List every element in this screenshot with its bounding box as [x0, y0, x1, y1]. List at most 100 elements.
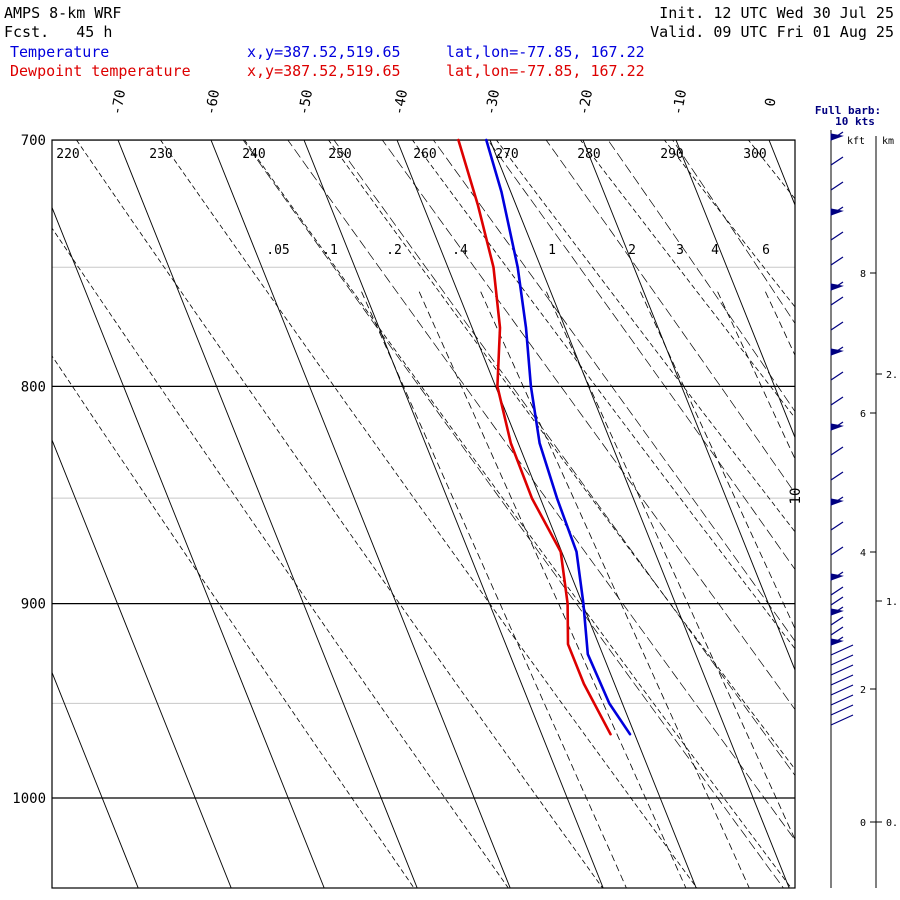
- wind-barb: [830, 674, 854, 686]
- wind-barb: [830, 256, 844, 266]
- isotherm-label: -60: [203, 88, 223, 116]
- dry-adiabat: [52, 227, 509, 888]
- legend-temperature-name: Temperature: [10, 43, 110, 61]
- wind-barb-flag: [830, 573, 844, 581]
- theta-label: 290: [660, 147, 683, 162]
- dry-adiabat: [895, 114, 900, 900]
- dry-adiabat: [328, 140, 795, 770]
- kft-tick-label: 8: [860, 269, 866, 280]
- mixing-ratio-label: 1: [548, 243, 556, 258]
- isotherm-label: -50: [296, 88, 316, 116]
- mixing-ratio-label: .4: [452, 243, 468, 258]
- dry-adiabat: [76, 140, 604, 888]
- moist-adiabat: [672, 140, 795, 325]
- mixing-ratio-line: [418, 291, 687, 888]
- legend-dewpoint-xy: x,y=387.52,519.65: [247, 62, 401, 80]
- legend-dewpoint-name: Dewpoint temperature: [10, 62, 191, 80]
- wind-barb-flag: [830, 208, 844, 216]
- mixing-ratio-line: [801, 292, 900, 900]
- theta-label: 250: [328, 147, 351, 162]
- wind-barb: [830, 654, 854, 666]
- kft-label: kft: [847, 136, 865, 147]
- wind-barb: [830, 586, 844, 596]
- isotherm-label: 0: [762, 97, 779, 108]
- pressure-tick-label: 800: [21, 379, 46, 395]
- mixing-ratio-line: [717, 291, 795, 460]
- dry-adiabat: [52, 355, 415, 888]
- wind-barb: [830, 616, 844, 626]
- mixing-ratio-line: [765, 291, 795, 357]
- dry-adiabat: [747, 140, 795, 200]
- theta-label: 280: [577, 147, 600, 162]
- mixing-ratio-line: [361, 291, 627, 888]
- wind-barb: [830, 714, 854, 726]
- forecast-label: Fcst. 45 h: [4, 23, 112, 41]
- mixing-ratio-label: 6: [762, 243, 770, 258]
- wind-barb: [830, 296, 844, 306]
- pressure-tick-label: 700: [21, 133, 46, 149]
- wind-barb: [830, 231, 844, 241]
- kft-tick-label: 4: [860, 548, 866, 559]
- kft-tick-label: 2: [860, 685, 866, 696]
- isotherm-label: -10: [670, 88, 690, 116]
- dry-adiabat: [411, 140, 795, 650]
- isotherm: [117, 140, 418, 888]
- wind-barb: [830, 704, 854, 716]
- theta-label: 260: [413, 147, 436, 162]
- wind-barb: [830, 694, 854, 706]
- wind-barb: [830, 156, 844, 166]
- kft-tick-label: 6: [860, 409, 866, 420]
- isotherm: [303, 140, 604, 888]
- kft-tick-label: 0: [860, 818, 866, 829]
- moist-adiabat: [487, 140, 795, 570]
- wind-barb: [830, 626, 844, 636]
- dry-adiabat: [811, 114, 900, 900]
- moist-adiabat: [381, 140, 795, 711]
- wind-barb: [830, 446, 844, 456]
- isotherm: [52, 206, 325, 888]
- wind-barb-flag: [830, 423, 844, 431]
- moist-adiabat: [432, 140, 795, 642]
- dry-adiabat: [160, 140, 698, 888]
- dry-adiabat: [663, 140, 795, 308]
- wind-barb-flag: [830, 638, 844, 646]
- wind-barb: [830, 644, 854, 656]
- wind-barb: [830, 546, 844, 556]
- theta-label: 300: [743, 147, 766, 162]
- isotherm: [52, 671, 139, 888]
- legend-dewpoint-latlon: lat,lon=-77.85, 167.22: [446, 62, 645, 80]
- wind-barb: [830, 664, 854, 676]
- wind-barb-flag: [830, 608, 844, 616]
- isotherm-label: -20: [576, 88, 596, 116]
- km-tick-label: 1.: [886, 597, 898, 608]
- fcst-hours: 45 h: [76, 23, 113, 41]
- isotherm: [210, 140, 511, 888]
- wind-barb: [830, 396, 844, 406]
- km-label: km: [882, 136, 894, 147]
- wind-barb-flag: [830, 348, 844, 356]
- moist-adiabat: [287, 140, 795, 841]
- isotherm: [675, 140, 795, 439]
- wind-barb-flag: [830, 498, 844, 506]
- moist-adiabat: [333, 140, 795, 777]
- isotherm: [52, 438, 232, 888]
- theta-label: 270: [495, 147, 518, 162]
- moist-adiabat: [545, 140, 795, 494]
- plot-frame: [51, 139, 796, 889]
- theta-label: 230: [149, 147, 172, 162]
- valid-time: Valid. 09 UTC Fri 01 Aug 25: [650, 23, 894, 41]
- moist-adiabat: [607, 140, 795, 413]
- wind-barb-flag: [830, 133, 844, 141]
- isotherm: [768, 140, 795, 207]
- dry-adiabat: [244, 140, 792, 888]
- plot-area: [52, 114, 900, 900]
- rotated-label: 10: [788, 488, 804, 505]
- mixing-ratio-label: .05: [266, 243, 289, 258]
- dry-adiabat: [495, 140, 795, 533]
- wind-barb: [830, 596, 844, 606]
- isotherm: [582, 140, 795, 672]
- mixing-ratio-line: [640, 291, 795, 630]
- mixing-ratio-label: 4: [711, 243, 719, 258]
- temperature-profile: [485, 138, 632, 736]
